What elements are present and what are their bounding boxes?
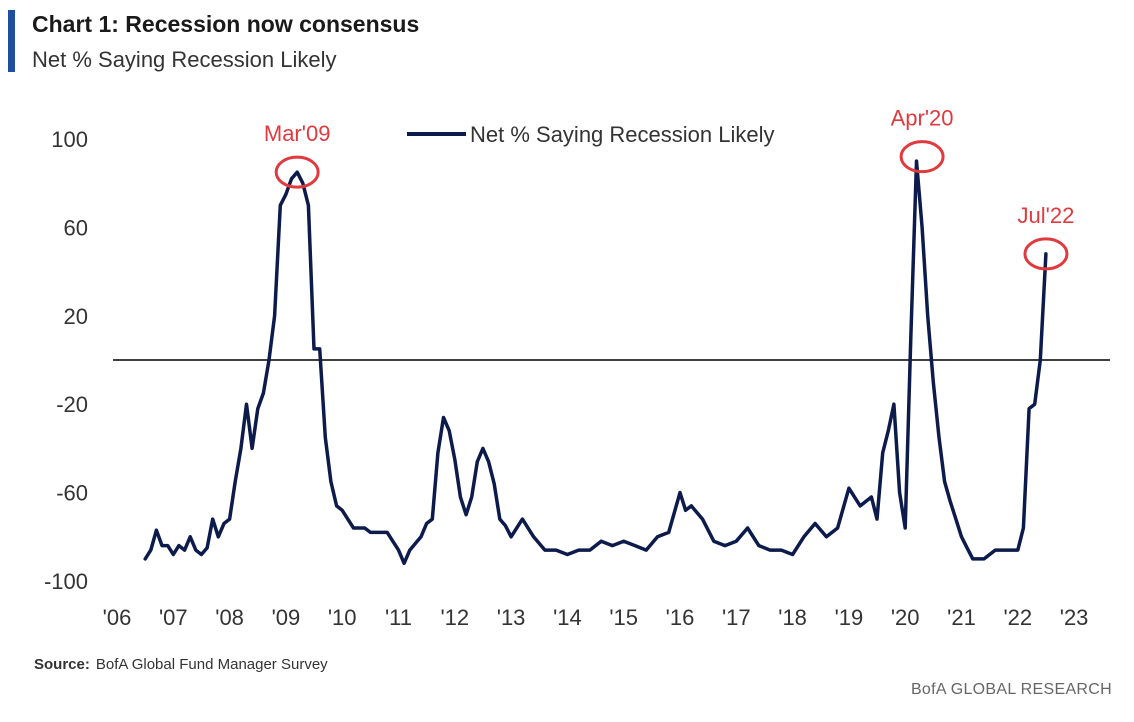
x-tick-label: '22 xyxy=(1003,605,1032,630)
x-tick-label: '06 xyxy=(103,605,132,630)
x-tick-label: '11 xyxy=(385,605,412,630)
source-text: BofA Global Fund Manager Survey xyxy=(95,656,328,673)
x-tick-label: '18 xyxy=(778,605,807,630)
x-tick-label: '08 xyxy=(215,605,244,630)
y-tick-label: -60 xyxy=(56,481,88,506)
x-tick-label: '17 xyxy=(722,605,751,630)
x-tick-label: '07 xyxy=(159,605,188,630)
x-tick-label: '14 xyxy=(553,605,582,630)
chart-subtitle: Net % Saying Recession Likely xyxy=(32,47,337,72)
x-tick-label: '23 xyxy=(1060,605,1089,630)
x-tick-label: '09 xyxy=(272,605,301,630)
x-tick-label: '12 xyxy=(440,605,469,630)
x-tick-label: '20 xyxy=(891,605,920,630)
y-tick-label: -100 xyxy=(44,569,88,594)
y-tick-label: 60 xyxy=(64,215,88,240)
x-tick-label: '10 xyxy=(328,605,357,630)
legend: Net % Saying Recession Likely xyxy=(407,122,774,147)
title-accent-bar xyxy=(8,10,15,72)
series-line xyxy=(143,159,1048,566)
x-tick-label: '21 xyxy=(947,605,976,630)
y-tick-label: 100 xyxy=(51,127,88,152)
y-tick-label: 20 xyxy=(64,304,88,329)
source-line: Source: BofA Global Fund Manager Survey xyxy=(34,656,328,673)
chart-title: Chart 1: Recession now consensus xyxy=(32,11,420,37)
x-tick-label: '16 xyxy=(666,605,695,630)
annotation-label: Mar'09 xyxy=(264,121,331,146)
y-axis-ticks: 100 60 20 -20 -60 -100 xyxy=(44,127,88,594)
brand-text: BofA GLOBAL RESEARCH xyxy=(910,681,1112,698)
x-tick-label: '13 xyxy=(497,605,526,630)
legend-label: Net % Saying Recession Likely xyxy=(470,122,774,147)
source-label: Source: xyxy=(34,656,90,673)
y-tick-label: -20 xyxy=(56,392,88,417)
annotation-circle xyxy=(1023,237,1069,271)
x-axis-ticks: '06 '07 '08 '09 '10 '11 '12 '13 '14 '15 '16 '17 '18 '… xyxy=(103,605,1089,630)
annotation-circle xyxy=(899,140,945,174)
peak-annotations: Mar'09 Apr'20 Jul'22 xyxy=(264,106,1075,271)
annotation-label: Apr'20 xyxy=(891,106,954,131)
annotation-label: Jul'22 xyxy=(1018,203,1075,228)
x-tick-label: '19 xyxy=(835,605,864,630)
x-tick-label: '15 xyxy=(609,605,638,630)
annotation-circle xyxy=(274,155,320,189)
